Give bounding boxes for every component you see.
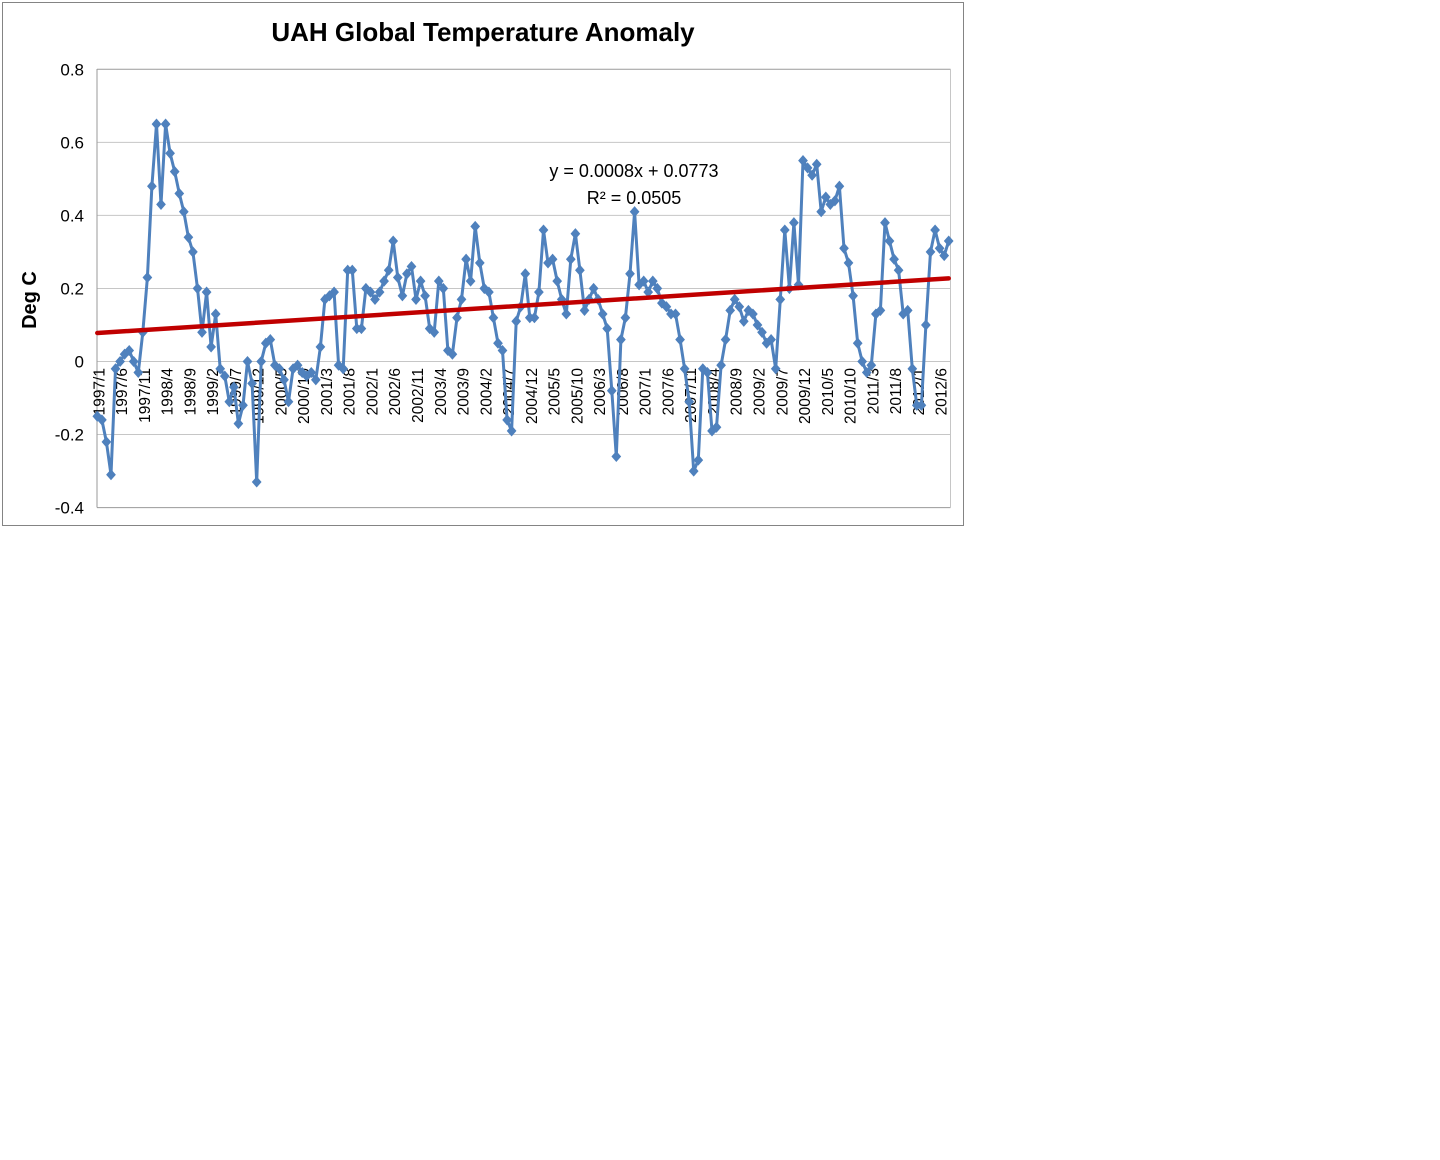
temperature-chart-svg: 0.8 0.6 0.4 0.2 0 -0.2 -0.4 1997/1 1997/6 1997/1…	[19, 17, 954, 518]
x-tick-label: 2005/5	[547, 368, 564, 415]
trend-equation: y = 0.0008x + 0.0773	[549, 161, 718, 181]
x-tick-label: 2000/10	[296, 368, 313, 424]
x-tick-label: 2002/1	[364, 368, 381, 415]
x-tick-label: 2009/7	[774, 368, 791, 415]
x-tick-label: 1997/11	[137, 368, 154, 423]
x-tick-label: 2010/5	[820, 368, 837, 415]
series-line	[95, 122, 951, 484]
data-series-layer	[92, 118, 954, 488]
chart-container: 0.8 0.6 0.4 0.2 0 -0.2 -0.4 1997/1 1997/6 1997/1…	[2, 2, 964, 526]
x-tick-label: 2010/10	[843, 368, 860, 424]
x-tick-label: 2011/8	[888, 368, 905, 414]
y-tick-label: -0.4	[55, 499, 84, 518]
y-tick-label: 0.4	[60, 206, 84, 225]
series-markers	[92, 118, 954, 488]
y-tick-label: 0	[75, 353, 84, 372]
y-axis-title: Deg C	[19, 271, 41, 329]
y-tick-label: -0.2	[55, 426, 84, 445]
y-tick-label: 0.8	[60, 60, 84, 79]
x-tick-label: 1997/1	[91, 368, 108, 415]
x-tick-label: 1999/2	[205, 368, 222, 415]
x-tick-label: 2004/2	[478, 368, 495, 415]
x-tick-label: 2007/1	[638, 368, 655, 415]
x-tick-label: 2012/6	[934, 368, 951, 415]
x-tick-label: 1998/9	[182, 368, 199, 415]
x-tick-label: 1998/4	[160, 368, 177, 416]
x-tick-label: 2002/11	[410, 368, 427, 423]
chart-title: UAH Global Temperature Anomaly	[271, 17, 695, 47]
x-tick-label: 2011/3	[865, 368, 882, 414]
x-tick-label: 2009/12	[797, 368, 814, 424]
x-tick-label: 2004/12	[524, 368, 541, 424]
x-tick-label: 2006/3	[592, 368, 609, 415]
x-tick-label: 2009/2	[751, 368, 768, 415]
trendline-layer	[95, 276, 951, 336]
y-tick-label: 0.2	[60, 279, 84, 298]
x-tick-label: 1997/6	[114, 368, 131, 415]
x-tick-label: 2001/3	[319, 368, 336, 415]
gridlines-layer: 0.8 0.6 0.4 0.2 0 -0.2 -0.4	[55, 60, 951, 518]
y-tick-label: 0.6	[60, 133, 84, 152]
x-tick-label: 2003/4	[433, 368, 450, 416]
trend-line	[95, 276, 951, 336]
x-tick-label: 2002/6	[387, 368, 404, 415]
x-tick-label: 2007/6	[660, 368, 677, 415]
x-tick-label: 2005/10	[569, 368, 586, 424]
x-tick-label: 2008/9	[729, 368, 746, 415]
x-tick-label: 2003/9	[456, 368, 473, 415]
trend-r-squared: R² = 0.0505	[587, 188, 682, 208]
x-tick-label: 2001/8	[342, 368, 359, 415]
